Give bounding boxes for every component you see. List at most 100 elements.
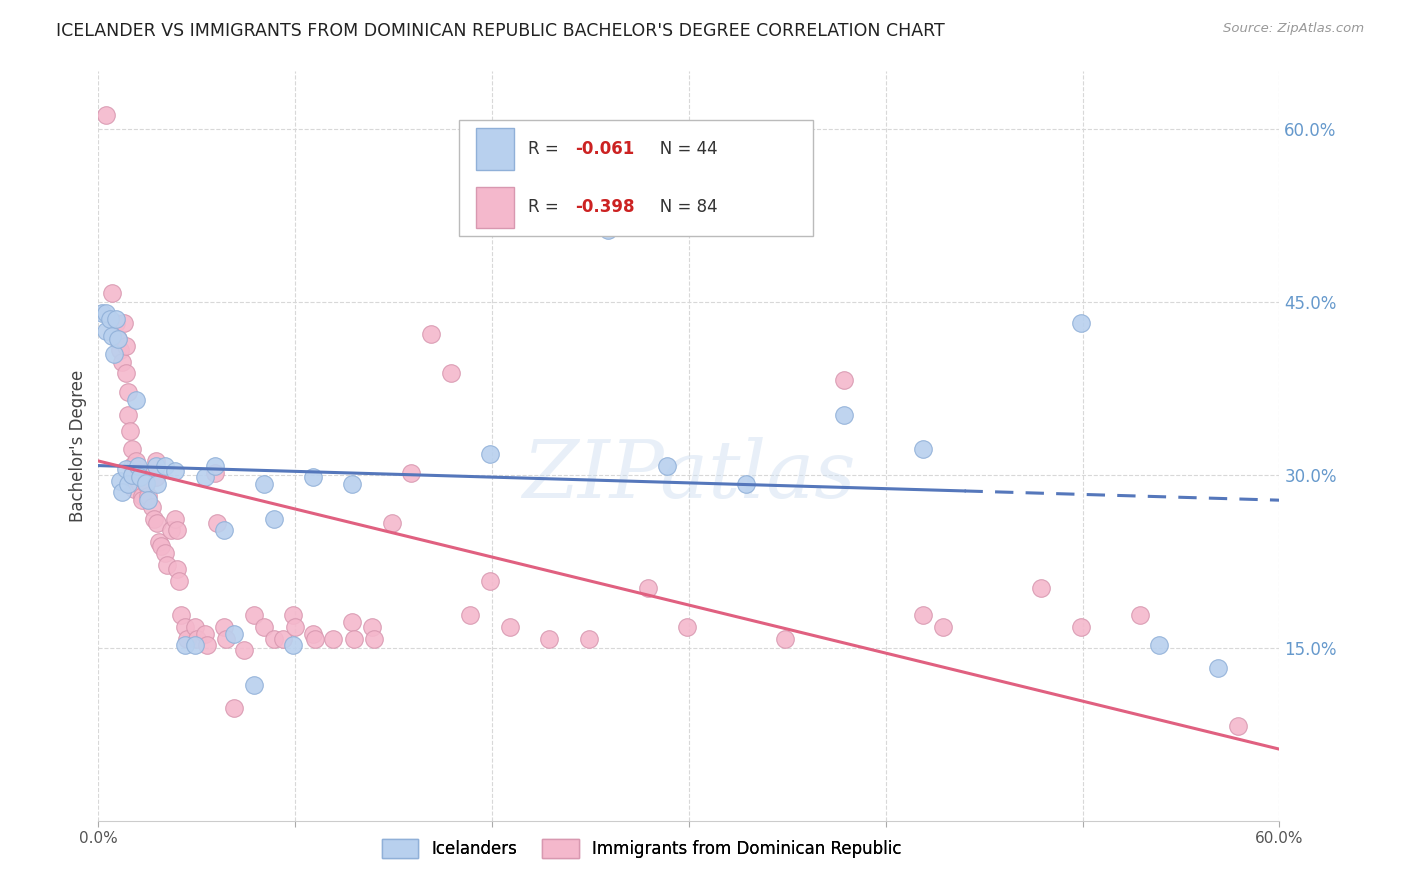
Point xyxy=(135,477,157,491)
Point xyxy=(184,639,207,653)
Point xyxy=(150,539,173,553)
Point xyxy=(363,632,385,646)
Point xyxy=(194,470,217,484)
Point xyxy=(479,447,502,461)
Point xyxy=(112,316,135,330)
Point xyxy=(224,627,246,641)
Point xyxy=(1031,581,1053,595)
Point xyxy=(117,384,139,399)
Point xyxy=(302,627,325,641)
Point xyxy=(302,470,325,484)
Bar xyxy=(477,186,515,227)
Point xyxy=(131,489,153,503)
Point xyxy=(184,620,207,634)
Point xyxy=(322,632,344,646)
Point xyxy=(1227,719,1250,733)
Point xyxy=(284,620,307,634)
Point xyxy=(127,474,149,488)
Point xyxy=(657,458,679,473)
Point xyxy=(440,367,463,381)
Point xyxy=(165,511,187,525)
Point xyxy=(598,223,620,237)
Point xyxy=(637,581,659,595)
Point xyxy=(145,458,167,473)
Point xyxy=(381,516,404,531)
Text: -0.398: -0.398 xyxy=(575,198,636,216)
Point xyxy=(263,511,285,525)
Point xyxy=(121,458,143,473)
Point xyxy=(107,332,129,346)
Point xyxy=(108,474,131,488)
Point xyxy=(156,558,179,572)
Point xyxy=(122,470,145,484)
Point xyxy=(91,306,114,320)
Point xyxy=(479,574,502,588)
Point xyxy=(148,534,170,549)
Point xyxy=(136,493,159,508)
Point xyxy=(155,458,177,473)
Point xyxy=(170,608,193,623)
Point xyxy=(499,620,522,634)
Point xyxy=(136,489,159,503)
Point xyxy=(141,500,163,514)
Text: R =: R = xyxy=(529,198,564,216)
Point xyxy=(131,493,153,508)
Point xyxy=(195,639,218,653)
Point xyxy=(103,347,125,361)
Point xyxy=(342,477,364,491)
Point xyxy=(135,475,157,490)
Point xyxy=(676,620,699,634)
Point xyxy=(174,620,197,634)
Text: R =: R = xyxy=(529,140,564,158)
Point xyxy=(420,327,443,342)
Point xyxy=(101,285,124,300)
Point xyxy=(155,546,177,560)
Point xyxy=(115,462,138,476)
Point xyxy=(343,632,366,646)
Point xyxy=(912,442,935,457)
Point xyxy=(214,620,236,634)
Point xyxy=(145,470,167,484)
Point xyxy=(115,367,138,381)
Point xyxy=(204,458,226,473)
Point xyxy=(166,562,188,576)
Point xyxy=(1129,608,1152,623)
Point xyxy=(166,523,188,537)
Point xyxy=(121,442,143,457)
Point xyxy=(115,339,138,353)
Point xyxy=(215,632,238,646)
Point xyxy=(538,632,561,646)
Point xyxy=(1070,620,1092,634)
Point xyxy=(135,466,157,480)
Point xyxy=(519,186,541,200)
Point xyxy=(775,632,797,646)
Point xyxy=(1149,639,1171,653)
Legend: Icelanders, Immigrants from Dominican Republic: Icelanders, Immigrants from Dominican Re… xyxy=(375,832,908,864)
Point xyxy=(96,108,118,122)
Text: ICELANDER VS IMMIGRANTS FROM DOMINICAN REPUBLIC BACHELOR'S DEGREE CORRELATION CH: ICELANDER VS IMMIGRANTS FROM DOMINICAN R… xyxy=(56,22,945,40)
Text: Source: ZipAtlas.com: Source: ZipAtlas.com xyxy=(1223,22,1364,36)
Point xyxy=(111,485,134,500)
Point xyxy=(108,343,131,358)
Point xyxy=(304,632,326,646)
Point xyxy=(361,620,384,634)
Point xyxy=(233,643,256,657)
Point xyxy=(122,482,145,496)
Point xyxy=(96,306,118,320)
Point xyxy=(121,467,143,482)
Point xyxy=(735,477,758,491)
Point xyxy=(146,477,169,491)
Text: ZIPatlas: ZIPatlas xyxy=(522,437,856,515)
Point xyxy=(125,466,148,480)
Point xyxy=(127,458,149,473)
Point xyxy=(578,632,600,646)
Text: N = 44: N = 44 xyxy=(644,140,717,158)
Point xyxy=(283,639,305,653)
Point xyxy=(142,511,165,525)
Point xyxy=(263,632,285,646)
Point xyxy=(165,464,187,478)
Point xyxy=(205,516,228,531)
Point xyxy=(98,312,121,326)
Point xyxy=(146,516,169,531)
Point xyxy=(1208,661,1230,675)
